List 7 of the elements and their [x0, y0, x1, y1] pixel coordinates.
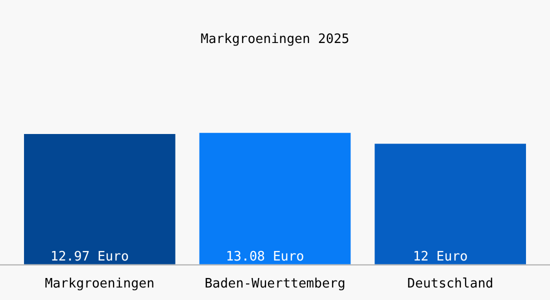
data-label: 13.08 Euro	[226, 249, 304, 264]
x-tick-label: Markgroeningen	[44, 276, 154, 292]
chart-title: Markgroeningen 2025	[200, 32, 350, 48]
data-label: 12 Euro	[412, 249, 468, 264]
x-tick-label: Deutschland	[407, 276, 494, 292]
x-tick-label: Baden-Wuerttemberg	[204, 276, 346, 292]
data-label: 12.97 Euro	[50, 249, 129, 264]
